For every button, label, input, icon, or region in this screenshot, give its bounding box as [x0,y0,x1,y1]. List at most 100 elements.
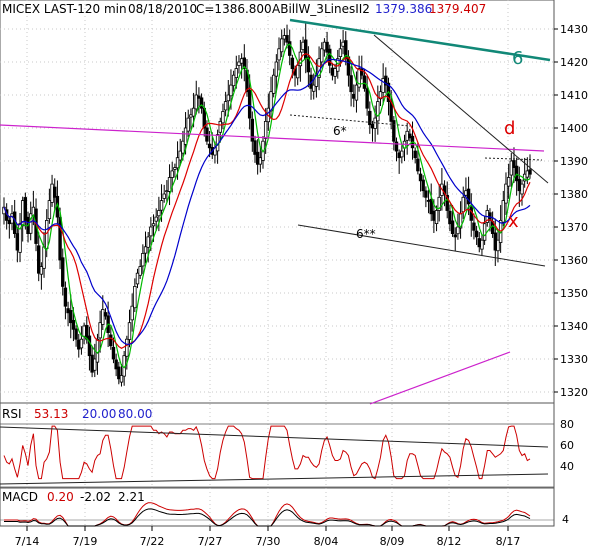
x-tick-label: 7/30 [256,535,281,548]
candle-body [42,246,46,269]
candle-body [218,121,222,133]
y-tick-label: 1400 [560,122,588,135]
candle-body [117,366,121,380]
candle-body [528,169,532,175]
candle-body [341,41,345,47]
candle-body [271,74,276,94]
candle-body [354,84,359,101]
label-6star: 6* [333,124,347,138]
candle-body [103,312,108,317]
candle-body [93,358,97,371]
label-x: x [508,211,519,232]
candle-body [509,160,514,176]
candle-body [365,88,369,109]
candle-body [290,57,295,70]
candle-body [74,328,78,340]
candle-body [306,56,311,73]
candle-body [58,217,62,261]
candle-body [159,200,164,211]
candle-body [269,91,273,112]
candle-body [496,239,500,252]
candle-body [477,238,481,248]
candle-body [71,319,76,330]
magenta-short-line [369,351,511,405]
candle-body [472,222,476,231]
candle-body [101,309,105,325]
candle-body [461,196,465,213]
rsi-trendline-top [0,426,549,448]
x-tick-label: 8/12 [437,535,462,548]
candle-body [114,359,118,370]
candle-body [482,223,487,241]
macd-v1: 0.20 [47,490,74,504]
candle-body [189,114,193,118]
candle-body [480,239,484,250]
candle-body [445,194,449,211]
candle-body [426,200,431,202]
x-tick-label: 7/19 [73,535,98,548]
candle-body [111,346,116,360]
candle-body [77,339,81,350]
macd-signal-line [4,508,531,527]
candle-body [231,74,236,87]
rsi-tick-60: 60 [560,439,574,452]
candle-body [408,133,412,139]
candle-body [434,210,439,225]
candle-body [285,35,289,43]
candle-body [79,338,84,349]
candle-body [277,48,281,61]
candle-body [141,252,145,267]
header-study-val1: 1379.386 [375,2,432,16]
x-tick-label: 7/27 [198,535,223,548]
candle-body [7,219,12,225]
candle-body [504,183,508,204]
candle-body [330,67,335,76]
candle-body [338,48,343,58]
candle-body [506,177,511,187]
y-tick-label: 1350 [560,287,588,300]
candle-body [322,41,327,51]
candle-body [138,266,142,276]
candle-body [263,121,268,139]
candle-body [421,179,425,192]
candle-body [453,234,457,238]
candle-body [130,305,134,321]
macd-v3: 2.21 [118,490,145,504]
candle-body [162,193,166,199]
candle-body [304,39,308,60]
candle-body [325,41,329,53]
candle-body [357,68,361,88]
header-study: ABillW_3LinesII2 [272,2,370,16]
x-tick-label: 8/09 [380,535,405,548]
candle-body [82,325,86,337]
candle-body [474,230,479,238]
candle-body [333,68,337,77]
x-tick-label: 8/04 [314,535,339,548]
macd-lines [0,502,554,527]
candle-body [384,75,388,86]
rsi-high: 80.00 [118,407,152,421]
candle-body [90,354,94,373]
candle-body [181,140,185,154]
y-tick-label: 1410 [560,89,588,102]
header-date: 08/18/2010 [128,2,197,16]
y-tick-label: 1380 [560,188,588,201]
candle-body [274,61,279,77]
candle-body [255,151,260,165]
candle-body [135,272,140,285]
candle-body [194,94,198,110]
sma-slow-line [3,58,531,345]
rsi-trendline-bottom [0,473,549,485]
candle-body [143,246,148,254]
candle-body [466,188,471,205]
candle-body [157,210,161,217]
candle-body [493,232,497,251]
macd-title: MACD [2,490,38,504]
candle-body [151,223,156,227]
candle-body [418,173,423,182]
trendline-top [289,18,551,62]
channel-upper-line [373,34,549,184]
x-tick-label: 7/22 [140,535,165,548]
candle-body [37,245,41,274]
